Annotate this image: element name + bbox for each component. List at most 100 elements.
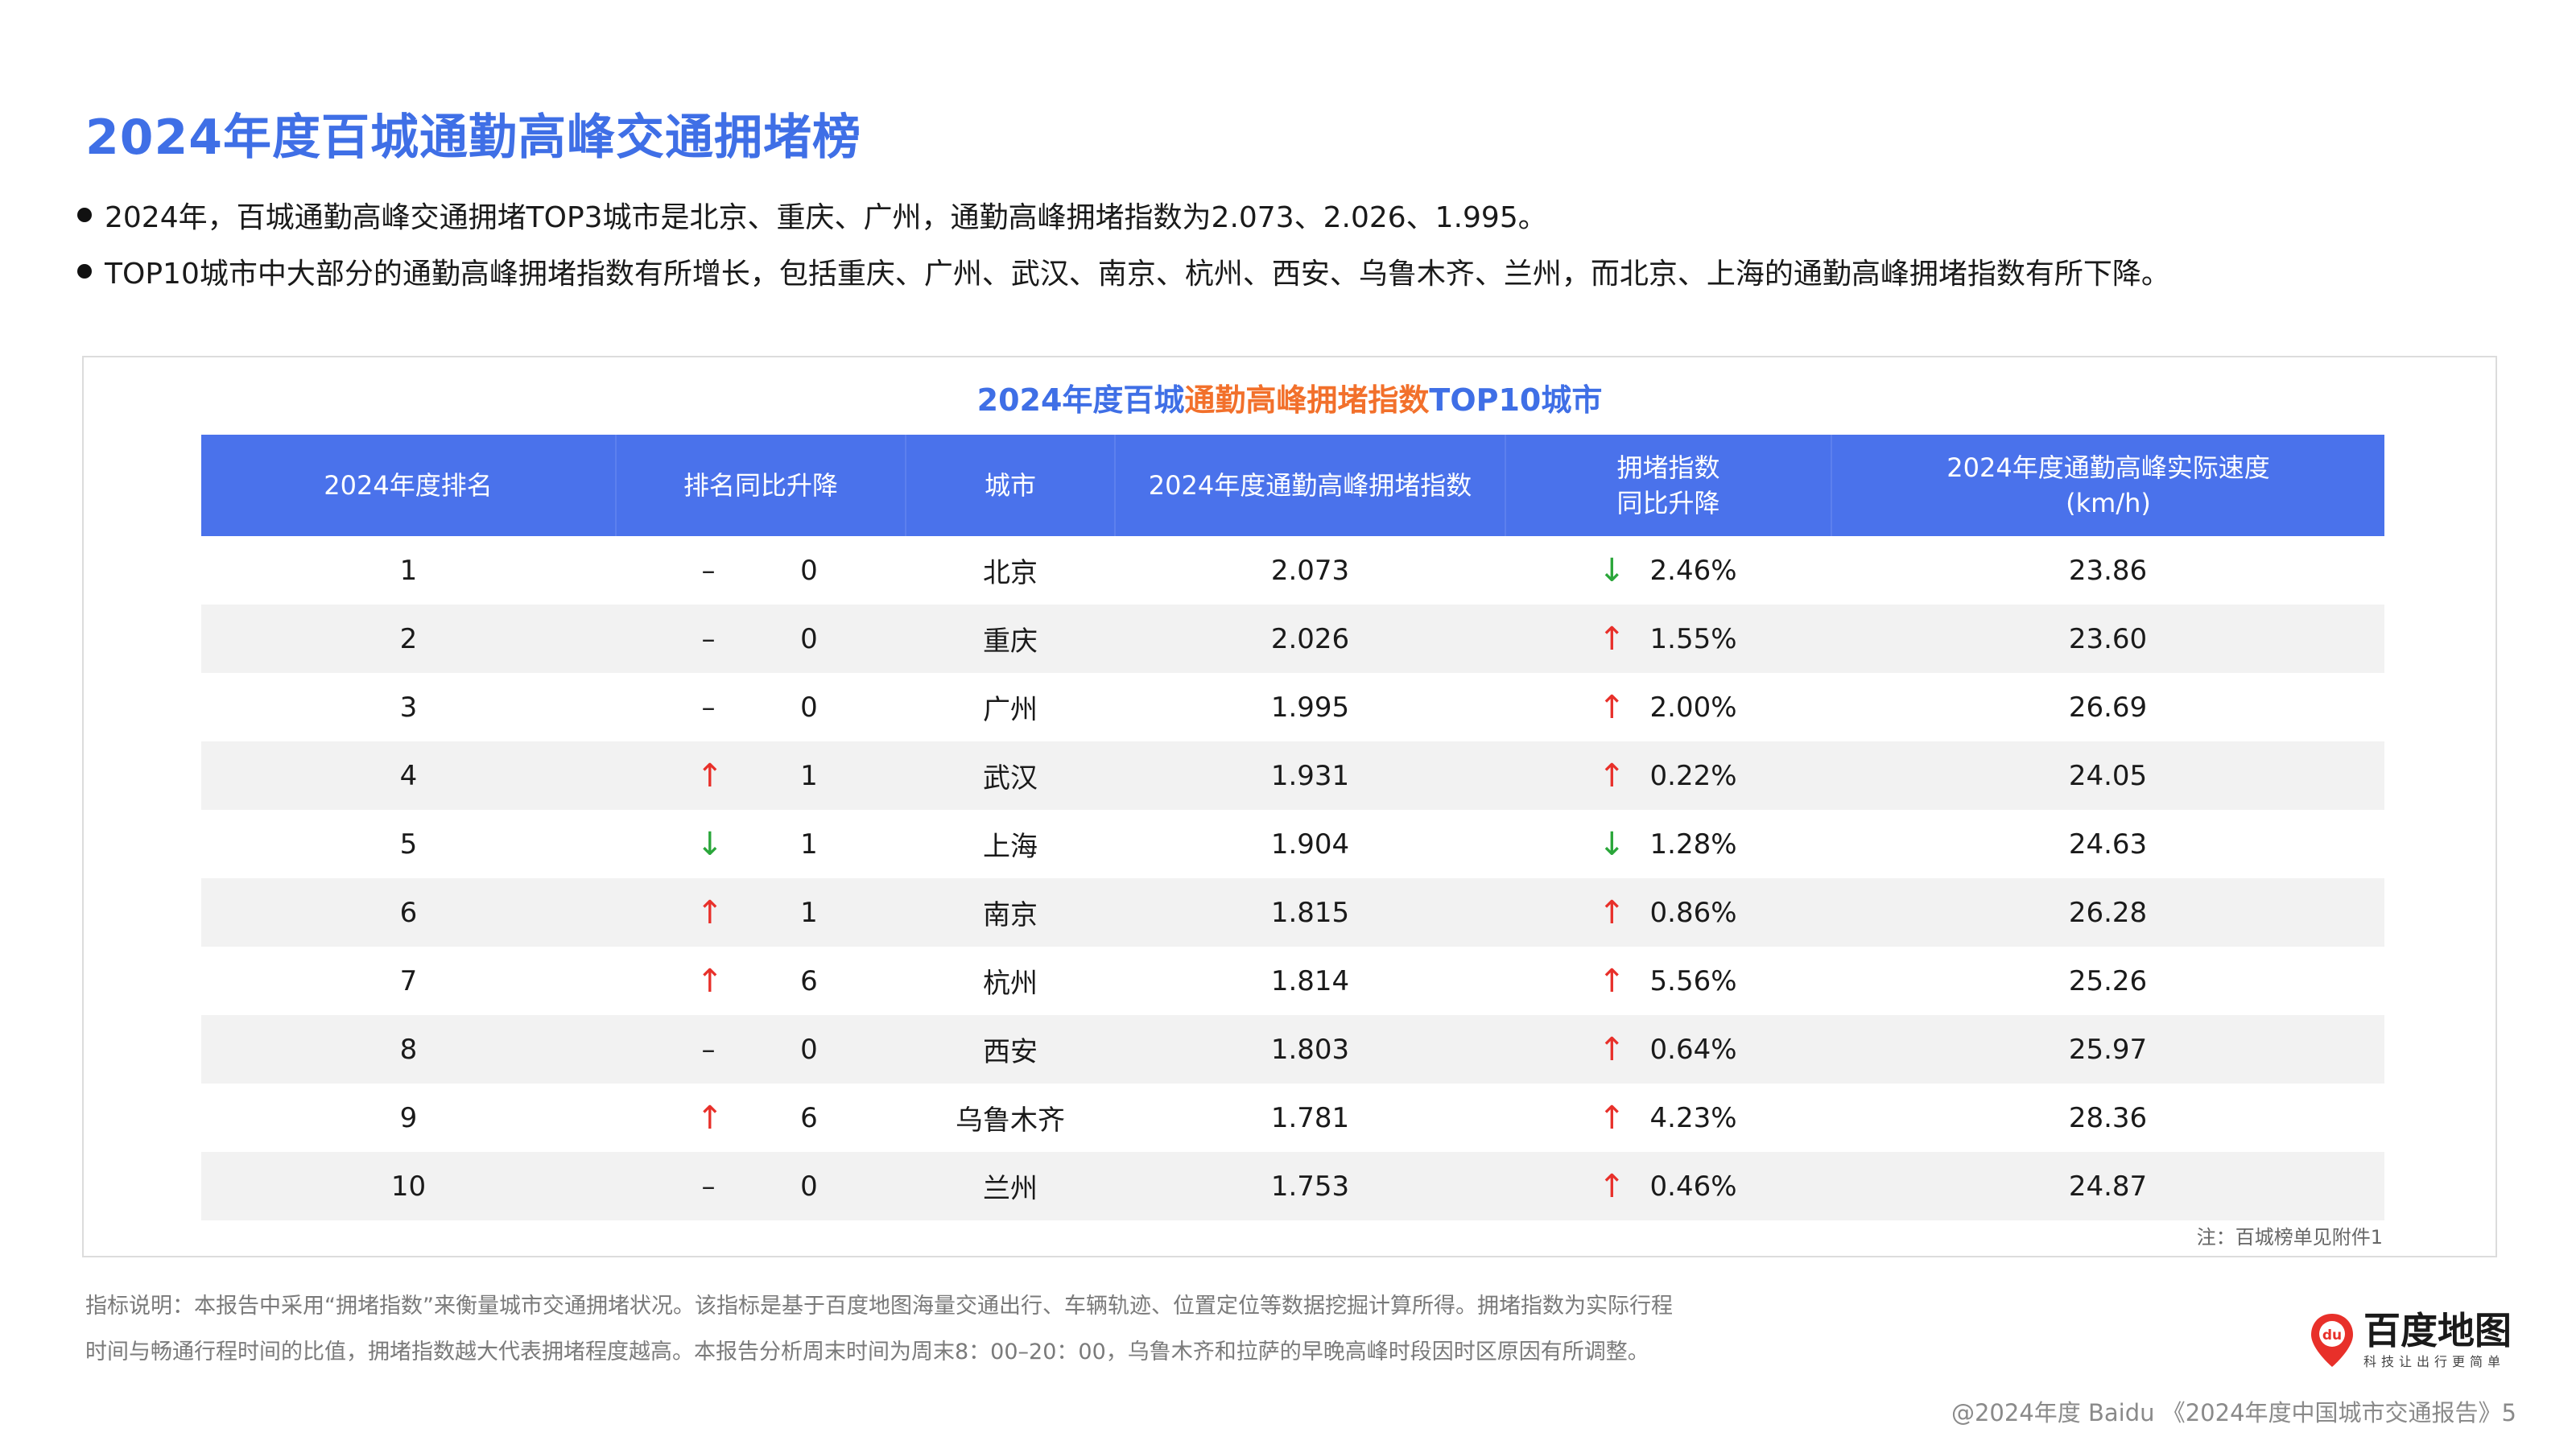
dash-icon: – [701, 1033, 716, 1066]
rank-change-value: 0 [800, 554, 818, 587]
rank-change-value: 6 [800, 964, 818, 997]
cell-yoy: ↑ 1.55% [1505, 605, 1831, 673]
yoy-value: 2.46% [1649, 554, 1737, 587]
column-header-speed: 2024年度通勤高峰实际速度 (km/h) [1831, 435, 2384, 536]
rank-change-value: 1 [800, 828, 818, 861]
cell-speed: 24.63 [2068, 828, 2148, 861]
arrow-up-icon: ↑ [696, 1099, 724, 1137]
cell-rank: 9 [399, 1101, 418, 1134]
logo-slogan: 科技让出行更简单 [2363, 1354, 2506, 1369]
bullet-text: TOP10城市中大部分的通勤高峰拥堵指数有所增长，包括重庆、广州、武汉、南京、杭… [105, 258, 2170, 291]
cell-yoy: ↑ 0.64% [1505, 1015, 1831, 1084]
cell-index: 2.073 [1270, 554, 1350, 587]
table-row: 1–0 北京 2.073 ↓ 2.46% 23.86 [201, 536, 2384, 605]
arrow-up-icon: ↑ [1598, 962, 1626, 1000]
logo-name: 百度地图 [2363, 1309, 2512, 1352]
table-row: 9 ↑ 6 乌鲁木齐 1.781 ↑ 4.23% 28.36 [201, 1084, 2384, 1152]
yoy-value: 4.23% [1649, 1101, 1737, 1134]
cell-city: 杭州 [983, 968, 1038, 1000]
cell-index: 1.803 [1115, 1015, 1505, 1084]
table-title: 2024年度百城通勤高峰拥堵指数TOP10城市 [84, 375, 2496, 419]
column-header-yoy: 拥堵指数 同比升降 [1505, 435, 1832, 536]
cell-city: 重庆 [906, 605, 1115, 673]
rank-change-value: 0 [800, 691, 818, 724]
cell-speed: 25.97 [1831, 1015, 2384, 1084]
cell-yoy: ↑ 4.23% [1505, 1084, 1831, 1152]
bullet-dot-icon [77, 264, 92, 279]
yoy-value: 5.56% [1649, 964, 1737, 997]
cell-index: 1.931 [1115, 741, 1505, 810]
cell-speed: 23.60 [1831, 605, 2384, 673]
cell-city: 广州 [983, 694, 1038, 726]
arrow-up-icon: ↑ [1598, 1099, 1626, 1137]
cell-rank-change: –0 [616, 1015, 906, 1084]
table-note: 注：百城榜单见附件1 [2196, 1226, 2383, 1249]
arrow-up-icon: ↑ [696, 962, 724, 1000]
arrow-up-icon: ↑ [1598, 757, 1626, 795]
bullet-text: 2024年，百城通勤高峰交通拥堵TOP3城市是北京、重庆、广州，通勤高峰拥堵指数… [105, 201, 1547, 234]
cell-rank-change: –0 [616, 536, 906, 605]
table-row: 3–0 广州 1.995 ↑ 2.00% 26.69 [201, 673, 2384, 741]
cell-speed: 23.86 [2068, 554, 2148, 587]
summary-bullet: 2024年，百城通勤高峰交通拥堵TOP3城市是北京、重庆、广州，通勤高峰拥堵指数… [77, 187, 2170, 243]
cell-speed: 25.26 [2068, 964, 2148, 997]
column-header-index: 2024年度通勤高峰拥堵指数 [1115, 435, 1506, 536]
cell-rank: 2 [201, 605, 616, 673]
cell-yoy: ↑ 0.86% [1505, 878, 1831, 947]
cell-rank-change: ↑ 6 [616, 947, 906, 1015]
map-pin-icon: du [2309, 1312, 2355, 1368]
yoy-value: 1.55% [1649, 622, 1737, 655]
cell-speed: 24.05 [1831, 741, 2384, 810]
cell-speed: 24.87 [1831, 1152, 2384, 1220]
table-title-part2: TOP10城市 [1429, 382, 1603, 418]
cell-yoy: ↓ 1.28% [1505, 810, 1831, 878]
cell-index: 1.781 [1270, 1101, 1350, 1134]
cell-index: 1.753 [1115, 1152, 1505, 1220]
rank-change-value: 0 [800, 622, 818, 655]
cell-rank-change: ↓ 1 [616, 810, 906, 878]
table-row: 8–0 西安 1.803 ↑ 0.64% 25.97 [201, 1015, 2384, 1084]
yoy-value: 0.22% [1649, 759, 1737, 792]
rank-change-value: 6 [800, 1101, 818, 1134]
cell-rank: 7 [399, 964, 418, 997]
copyright-text: @2024年度 Baidu 《2024年度中国城市交通报告》5 [1951, 1399, 2516, 1426]
cell-rank-change: ↑ 1 [616, 878, 906, 947]
cell-yoy: ↑ 5.56% [1505, 947, 1831, 1015]
arrow-down-icon: ↓ [696, 825, 724, 863]
cell-rank: 5 [399, 828, 418, 861]
column-header-city: 城市 [906, 435, 1116, 536]
cell-rank-change: ↑ 1 [616, 741, 906, 810]
summary-bullets: 2024年，百城通勤高峰交通拥堵TOP3城市是北京、重庆、广州，通勤高峰拥堵指数… [77, 187, 2170, 299]
dash-icon: – [701, 691, 716, 724]
arrow-up-icon: ↑ [1598, 620, 1626, 658]
cell-speed: 26.28 [1831, 878, 2384, 947]
table-title-highlight: 通勤高峰拥堵指数 [1184, 382, 1430, 418]
cell-rank: 8 [201, 1015, 616, 1084]
arrow-down-icon: ↓ [1598, 551, 1626, 589]
table-row: 4 ↑ 1 武汉 1.931 ↑ 0.22% 24.05 [201, 741, 2384, 810]
ranking-table-panel: 2024年度百城通勤高峰拥堵指数TOP10城市 2024年度排名 排名同比升降 … [82, 356, 2497, 1257]
cell-city: 南京 [906, 878, 1115, 947]
cell-yoy: ↓ 2.46% [1505, 536, 1831, 605]
yoy-value: 0.64% [1649, 1033, 1737, 1066]
cell-city: 乌鲁木齐 [956, 1104, 1065, 1137]
cell-yoy: ↑ 2.00% [1505, 673, 1831, 741]
table-header-row: 2024年度排名 排名同比升降 城市 2024年度通勤高峰拥堵指数 拥堵指数 同… [201, 435, 2384, 536]
cell-rank-change: –0 [616, 673, 906, 741]
cell-rank: 4 [201, 741, 616, 810]
ranking-table: 2024年度排名 排名同比升降 城市 2024年度通勤高峰拥堵指数 拥堵指数 同… [201, 435, 2384, 1220]
cell-rank-change: –0 [616, 1152, 906, 1220]
page-title: 2024年度百城通勤高峰交通拥堵榜 [85, 109, 861, 166]
cell-city: 西安 [906, 1015, 1115, 1084]
cell-index: 1.995 [1270, 691, 1350, 724]
dash-icon: – [701, 622, 716, 655]
cell-speed: 28.36 [2068, 1101, 2148, 1134]
dash-icon: – [701, 1170, 716, 1203]
cell-rank-change: ↑ 6 [616, 1084, 906, 1152]
cell-yoy: ↑ 0.22% [1505, 741, 1831, 810]
yoy-value: 2.00% [1649, 691, 1737, 724]
summary-bullet: TOP10城市中大部分的通勤高峰拥堵指数有所增长，包括重庆、广州、武汉、南京、杭… [77, 243, 2170, 299]
yoy-value: 1.28% [1649, 828, 1737, 861]
arrow-up-icon: ↑ [1598, 688, 1626, 726]
cell-speed: 26.69 [2068, 691, 2148, 724]
